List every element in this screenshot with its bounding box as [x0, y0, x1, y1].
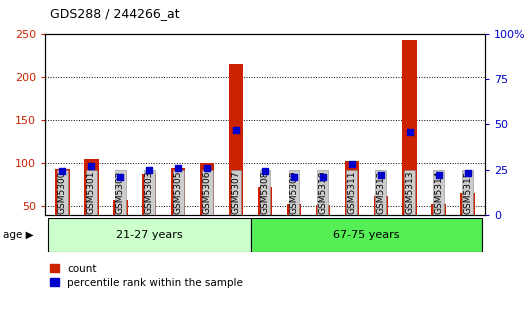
- Point: [116, 174, 125, 180]
- Point: [203, 165, 211, 171]
- Text: GSM5301: GSM5301: [87, 171, 96, 214]
- Bar: [113, 200, 128, 215]
- Bar: [171, 168, 185, 215]
- Bar: [55, 169, 69, 215]
- Text: 67-75 years: 67-75 years: [333, 230, 400, 240]
- Text: GSM5312: GSM5312: [376, 171, 385, 214]
- Text: GDS288 / 244266_at: GDS288 / 244266_at: [50, 7, 180, 20]
- Text: GSM5309: GSM5309: [289, 171, 298, 214]
- Text: GSM5302: GSM5302: [116, 171, 125, 214]
- Text: GSM5310: GSM5310: [319, 171, 328, 214]
- Point: [319, 174, 327, 180]
- Text: GSM5313: GSM5313: [405, 171, 414, 214]
- Text: 21-27 years: 21-27 years: [116, 230, 182, 240]
- Bar: [84, 159, 99, 215]
- Text: GSM5308: GSM5308: [261, 171, 269, 214]
- Text: GSM5311: GSM5311: [347, 171, 356, 214]
- Point: [405, 129, 414, 134]
- Point: [87, 163, 95, 169]
- Point: [261, 169, 269, 174]
- Point: [145, 167, 154, 172]
- Text: GSM5315: GSM5315: [463, 171, 472, 214]
- Bar: [48, 218, 251, 252]
- Bar: [461, 193, 475, 215]
- Bar: [316, 205, 330, 215]
- Text: GSM5307: GSM5307: [232, 171, 241, 214]
- Bar: [251, 218, 482, 252]
- Text: GSM5314: GSM5314: [434, 171, 443, 214]
- Point: [348, 162, 356, 167]
- Bar: [200, 163, 214, 215]
- Point: [290, 174, 298, 180]
- Text: GSM5300: GSM5300: [58, 171, 67, 214]
- Text: GSM5305: GSM5305: [174, 171, 183, 214]
- Bar: [258, 186, 272, 215]
- Bar: [402, 40, 417, 215]
- Point: [463, 171, 472, 176]
- Point: [174, 165, 182, 171]
- Bar: [344, 162, 359, 215]
- Point: [58, 169, 67, 174]
- Bar: [374, 196, 388, 215]
- Text: age ▶: age ▶: [3, 230, 33, 240]
- Bar: [431, 204, 446, 215]
- Point: [232, 127, 240, 132]
- Bar: [142, 174, 156, 215]
- Bar: [229, 64, 243, 215]
- Text: GSM5306: GSM5306: [202, 171, 211, 214]
- Point: [376, 172, 385, 178]
- Bar: [287, 204, 301, 215]
- Text: GSM5303: GSM5303: [145, 171, 154, 214]
- Legend: count, percentile rank within the sample: count, percentile rank within the sample: [50, 264, 243, 288]
- Point: [435, 172, 443, 178]
